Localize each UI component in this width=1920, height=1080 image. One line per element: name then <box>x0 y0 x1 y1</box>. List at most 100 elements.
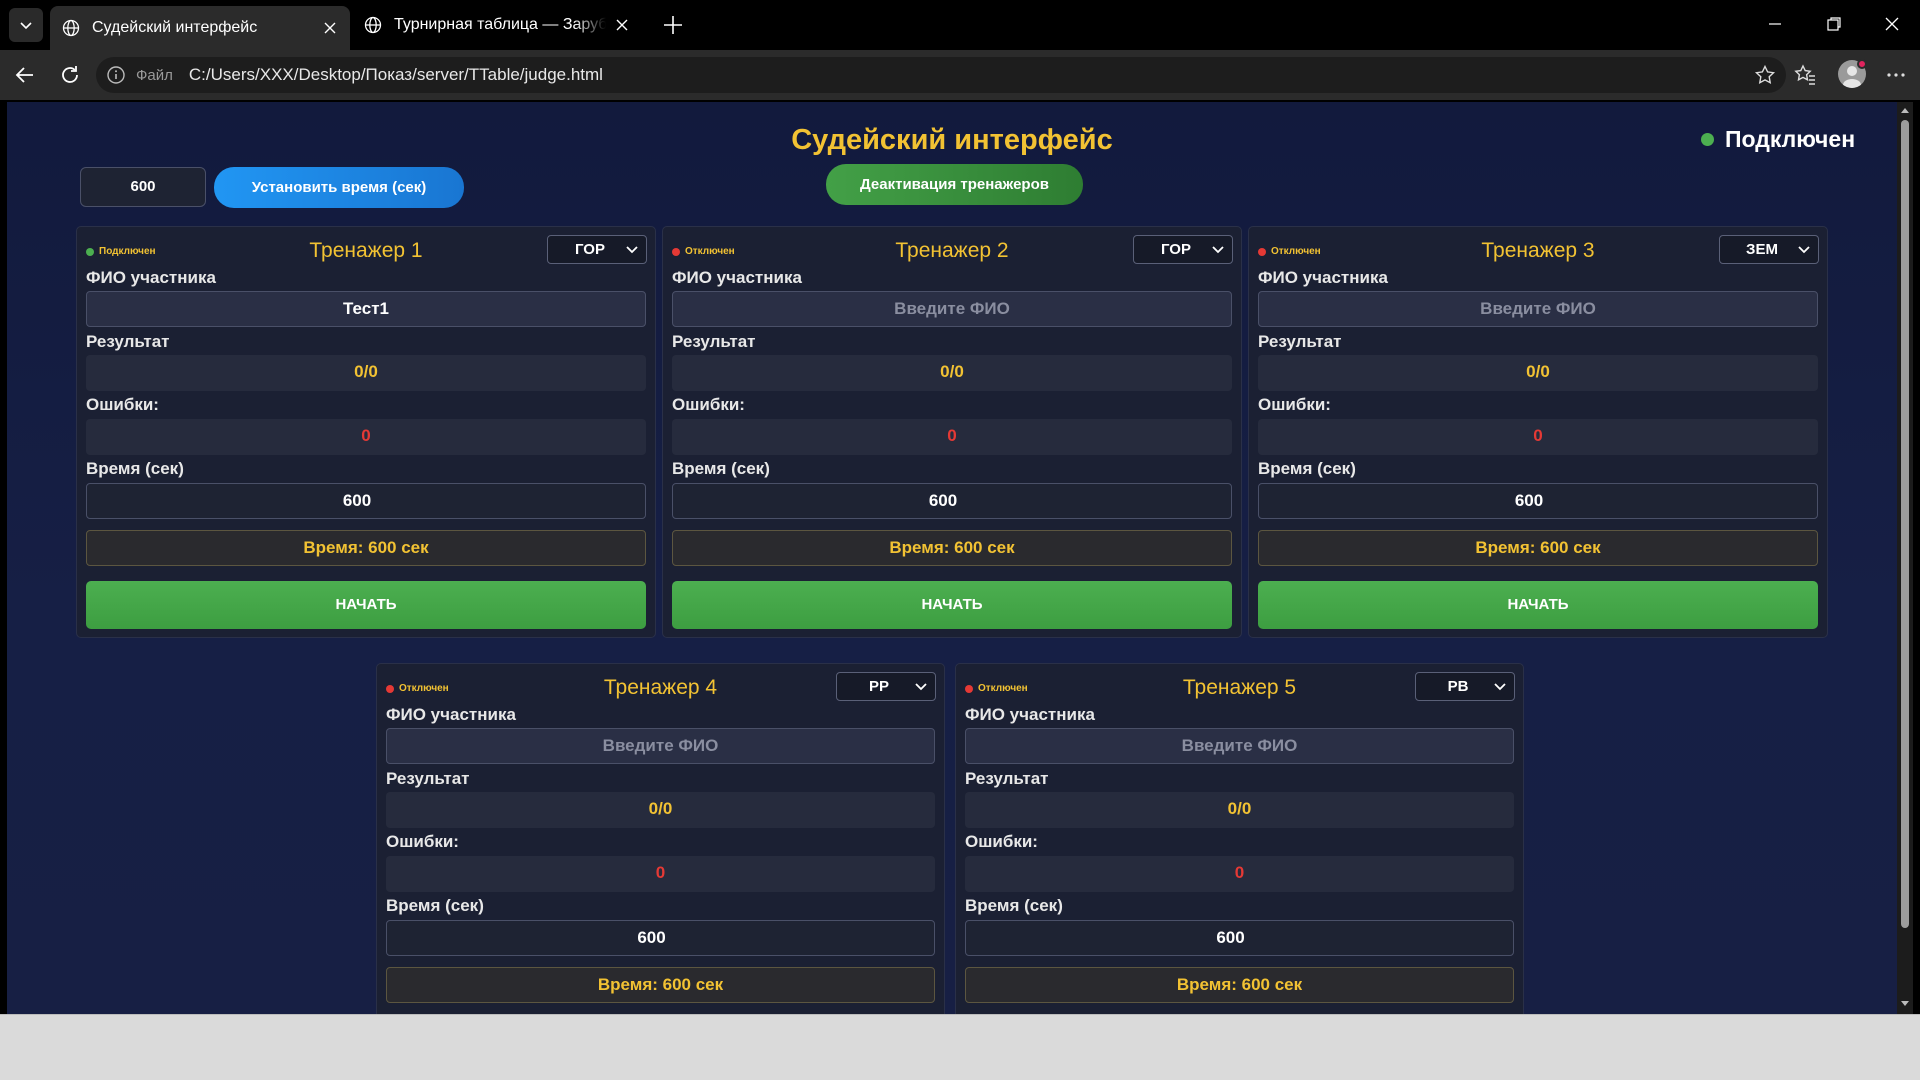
trainer-status: Отключен <box>965 683 1028 694</box>
fio-label: ФИО участника <box>965 705 1095 724</box>
favorites-icon[interactable] <box>1792 62 1818 88</box>
result-label: Результат <box>86 332 170 351</box>
close-window-icon[interactable] <box>1880 12 1904 36</box>
timer-display: Время: 600 сек <box>672 530 1232 566</box>
timer-display: Время: 600 сек <box>1258 530 1818 566</box>
address-bar: Файл C:/Users/XXX/Desktop/Показ/server/T… <box>0 50 1920 100</box>
tab-tournament-table[interactable]: Турнирная таблица — Зарубежные <box>352 7 642 43</box>
set-time-button[interactable]: Установить время (сек) <box>214 167 464 208</box>
fio-input[interactable]: Тест1 <box>86 291 646 327</box>
time-label: Время (сек) <box>386 896 484 915</box>
url-text: C:/Users/XXX/Desktop/Показ/server/TTable… <box>188 65 603 84</box>
result-label: Результат <box>386 769 470 788</box>
errors-value: 0 <box>386 856 935 892</box>
fio-label: ФИО участника <box>672 268 802 287</box>
fio-input[interactable]: Введите ФИО <box>672 291 1232 327</box>
tab-title: Судейский интерфейс <box>92 19 258 36</box>
chevron-down-icon <box>1212 246 1224 254</box>
trainer-status: Отключен <box>1258 246 1321 257</box>
trainer-card-2: Отключен Тренажер 2 ГОР ФИО участника Вв… <box>662 226 1242 638</box>
mode-select[interactable]: РР <box>836 672 936 701</box>
time-input[interactable]: 600 <box>386 920 935 956</box>
result-value: 0/0 <box>672 355 1232 391</box>
result-value: 0/0 <box>386 792 935 828</box>
start-button[interactable]: НАЧАТЬ <box>86 581 646 629</box>
start-button[interactable]: НАЧАТЬ <box>672 581 1232 629</box>
minimize-icon[interactable] <box>1763 12 1787 36</box>
time-input[interactable]: 600 <box>672 483 1232 519</box>
close-icon[interactable] <box>614 17 630 33</box>
restore-icon[interactable] <box>1822 12 1846 36</box>
result-label: Результат <box>965 769 1049 788</box>
plus-icon[interactable] <box>660 12 686 38</box>
errors-label: Ошибки: <box>672 395 745 414</box>
timer-display: Время: 600 сек <box>86 530 646 566</box>
time-input[interactable]: 600 <box>965 920 1514 956</box>
more-icon[interactable] <box>1883 62 1909 88</box>
chevron-down-icon <box>1494 683 1506 691</box>
trainer-status: Отключен <box>672 246 735 257</box>
globe-icon <box>364 16 382 34</box>
result-value: 0/0 <box>1258 355 1818 391</box>
timer-display: Время: 600 сек <box>965 967 1514 1003</box>
mode-select[interactable]: ГОР <box>1133 235 1233 264</box>
mode-select[interactable]: ЗЕМ <box>1719 235 1819 264</box>
deactivate-trainers-button[interactable]: Деактивация тренажеров <box>826 164 1083 205</box>
bottom-strip <box>0 1014 1920 1080</box>
trainer-status: Отключен <box>386 683 449 694</box>
tab-title: Турнирная таблица — Зарубежные <box>394 16 606 33</box>
result-value: 0/0 <box>965 792 1514 828</box>
browser-tab-bar: Судейский интерфейс Турнирная таблица — … <box>0 0 1920 50</box>
fio-input[interactable]: Введите ФИО <box>1258 291 1818 327</box>
time-input[interactable]: 600 <box>1258 483 1818 519</box>
trainer-card-3: Отключен Тренажер 3 ЗЕМ ФИО участника Вв… <box>1248 226 1828 638</box>
fio-label: ФИО участника <box>1258 268 1388 287</box>
fio-label: ФИО участника <box>386 705 516 724</box>
trainer-card-4: Отключен Тренажер 4 РР ФИО участника Вве… <box>376 663 945 1014</box>
errors-label: Ошибки: <box>386 832 459 851</box>
chevron-down-icon <box>1798 246 1810 254</box>
back-icon[interactable] <box>12 62 38 88</box>
scroll-down-icon[interactable] <box>1900 1000 1910 1008</box>
connection-status-label: Подключен <box>1725 126 1856 152</box>
fio-input[interactable]: Введите ФИО <box>965 728 1514 764</box>
time-input[interactable]: 600 <box>86 483 646 519</box>
chevron-down-icon <box>915 683 927 691</box>
errors-label: Ошибки: <box>86 395 159 414</box>
connection-status: Подключен <box>1701 126 1855 153</box>
mode-select[interactable]: ГОР <box>547 235 647 264</box>
time-label: Время (сек) <box>672 459 770 478</box>
star-icon[interactable] <box>1754 64 1776 86</box>
reload-icon[interactable] <box>57 62 83 88</box>
start-button[interactable]: НАЧАТЬ <box>1258 581 1818 629</box>
errors-value: 0 <box>965 856 1514 892</box>
time-label: Время (сек) <box>1258 459 1356 478</box>
tab-judge-interface[interactable]: Судейский интерфейс <box>50 6 350 50</box>
errors-value: 0 <box>672 419 1232 455</box>
time-label: Время (сек) <box>86 459 184 478</box>
fio-label: ФИО участника <box>86 268 216 287</box>
errors-label: Ошибки: <box>1258 395 1331 414</box>
chevron-down-icon <box>20 22 32 30</box>
notification-badge <box>1857 59 1867 69</box>
result-label: Результат <box>1258 332 1342 351</box>
scrollbar-thumb[interactable] <box>1901 120 1909 928</box>
time-label: Время (сек) <box>965 896 1063 915</box>
result-label: Результат <box>672 332 756 351</box>
errors-value: 0 <box>86 419 646 455</box>
close-icon[interactable] <box>322 20 338 36</box>
scroll-up-icon[interactable] <box>1900 106 1910 114</box>
page-scrollbar[interactable] <box>1897 102 1913 1014</box>
url-scheme: Файл <box>136 66 173 84</box>
mode-select[interactable]: РВ <box>1415 672 1515 701</box>
url-field[interactable]: Файл C:/Users/XXX/Desktop/Показ/server/T… <box>96 57 1786 93</box>
errors-value: 0 <box>1258 419 1818 455</box>
trainer-card-5: Отключен Тренажер 5 РВ ФИО участника Вве… <box>955 663 1524 1014</box>
judge-page: Судейский интерфейс Подключен 600 Устано… <box>7 102 1897 1014</box>
global-time-input[interactable]: 600 <box>80 167 206 207</box>
tab-list-button[interactable] <box>9 8 43 42</box>
fio-input[interactable]: Введите ФИО <box>386 728 935 764</box>
page-title: Судейский интерфейс <box>791 124 1113 156</box>
info-icon[interactable] <box>106 65 126 85</box>
status-dot <box>1701 133 1714 146</box>
